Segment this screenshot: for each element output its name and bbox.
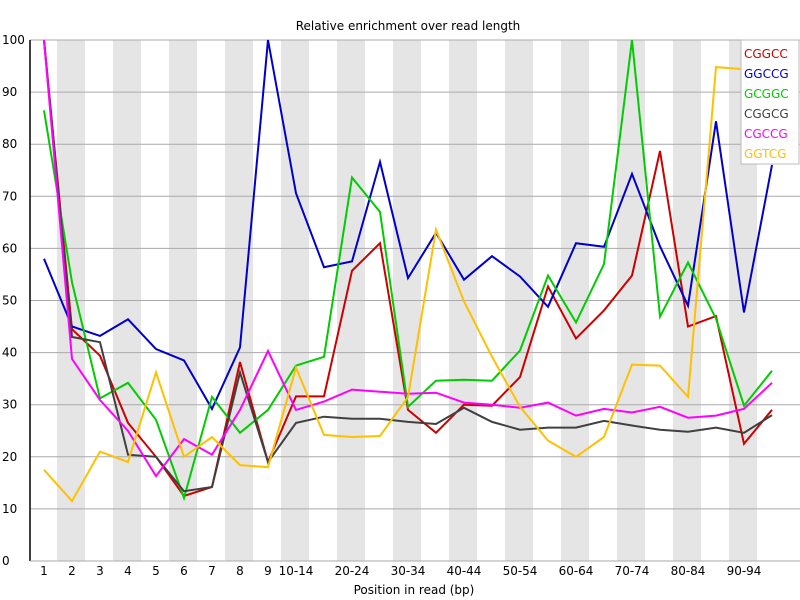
- x-tick-label: 70-74: [615, 564, 650, 578]
- horizontal-gridlines: [30, 39, 800, 510]
- x-axis-tick-labels: 1 2 3 4 5 6 7 8 9 10-14 20-24 30-34 40-44 50-54 60-64 7…: [40, 564, 761, 578]
- x-tick-label: 60-64: [559, 564, 594, 578]
- data-series-lines: [43, 39, 773, 503]
- y-tick-label: 80: [2, 137, 17, 151]
- x-tick-label: 30-34: [391, 564, 426, 578]
- x-tick-label: 8: [236, 564, 244, 578]
- x-tick-label: 1: [40, 564, 48, 578]
- x-axis-label: Position in read (bp): [354, 583, 475, 597]
- y-tick-label: 100: [2, 33, 25, 47]
- legend-entry-gcggc: GCGGC: [744, 87, 789, 101]
- x-tick-label: 50-54: [503, 564, 538, 578]
- y-tick-label: 50: [2, 294, 17, 308]
- series-line-gcggc: [43, 39, 773, 502]
- x-tick-label: 20-24: [335, 564, 370, 578]
- x-tick-label: 3: [96, 564, 104, 578]
- y-tick-label: 20: [2, 450, 17, 464]
- legend-box: [740, 39, 800, 165]
- x-tick-label: 7: [208, 564, 216, 578]
- x-tick-label: 6: [180, 564, 188, 578]
- x-tick-label: 2: [68, 564, 76, 578]
- x-tick-label: 40-44: [447, 564, 482, 578]
- y-tick-label: 70: [2, 189, 17, 203]
- x-tick-label: 10-14: [279, 564, 314, 578]
- x-tick-label: 90-94: [727, 564, 762, 578]
- x-tick-label: 4: [124, 564, 132, 578]
- series-line-ggtcg: [43, 39, 773, 503]
- x-tick-label: 5: [152, 564, 160, 578]
- x-tick-label: 9: [264, 564, 272, 578]
- chart-title: Relative enrichment over read length: [296, 19, 521, 33]
- y-axis-tick-labels: 0 10 20 30 40 50 60 70 80 90 100: [2, 33, 25, 568]
- y-tick-label: 10: [2, 502, 17, 516]
- y-tick-label: 30: [2, 398, 17, 412]
- x-tick-label: 80-84: [671, 564, 706, 578]
- series-line-cggcg: [43, 39, 773, 493]
- legend-entry-cgccg: CGCCG: [744, 127, 788, 141]
- y-tick-label: 40: [2, 346, 17, 360]
- legend-entry-cggcg: CGGCG: [744, 107, 789, 121]
- legend-entry-ggccg: GGCCG: [744, 67, 789, 81]
- axes: [29, 40, 800, 562]
- y-tick-label: 90: [2, 85, 17, 99]
- legend-entry-ggtcg: GGTCG: [744, 147, 786, 161]
- y-tick-label: 0: [2, 554, 10, 568]
- legend-entry-cggcc: CGGCC: [744, 47, 788, 61]
- y-tick-label: 60: [2, 241, 17, 255]
- legend: CGGCC GGCCG GCGGC CGGCG CGCCG GGTCG: [740, 39, 800, 165]
